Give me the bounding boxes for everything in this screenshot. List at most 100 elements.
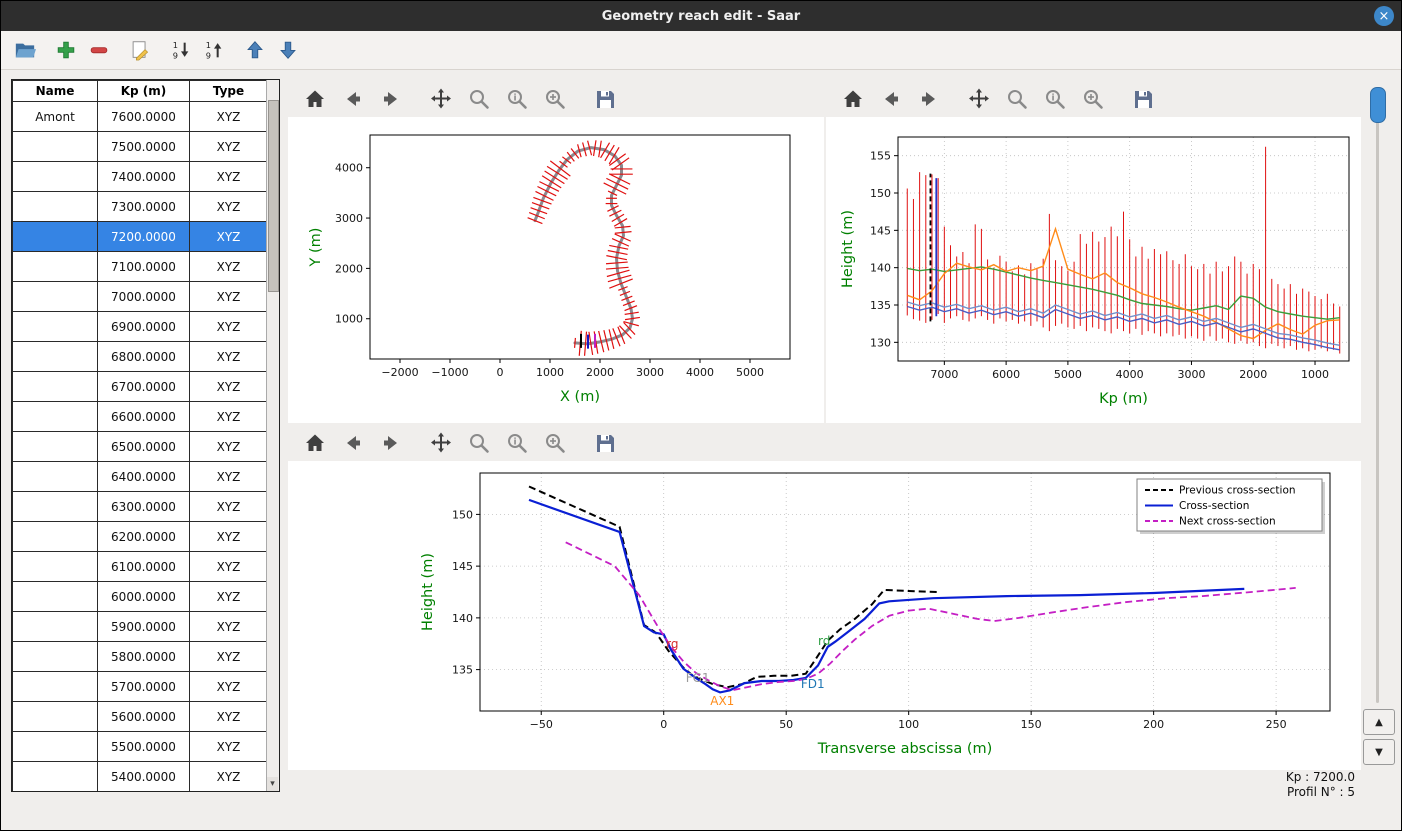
- pan-icon[interactable]: [966, 86, 992, 112]
- remove-icon[interactable]: [87, 38, 111, 62]
- cell-type: XYZ: [189, 371, 268, 402]
- table-row[interactable]: 7200.0000 XYZ: [12, 221, 268, 252]
- forward-icon[interactable]: [378, 430, 404, 456]
- profile-slider-handle[interactable]: [1370, 87, 1386, 123]
- zoom-info-icon[interactable]: i: [504, 430, 530, 456]
- longitudinal-profile-panel: i 7000 6000 5000 4000 3000 2000 1000 130 135 140 1…: [826, 81, 1361, 423]
- pan-icon[interactable]: [428, 86, 454, 112]
- cell-name: [12, 581, 98, 612]
- svg-text:150: 150: [452, 508, 473, 521]
- svg-text:3000: 3000: [636, 366, 664, 379]
- pan-icon[interactable]: [428, 430, 454, 456]
- table-row[interactable]: 6600.0000 XYZ: [12, 401, 268, 432]
- svg-text:100: 100: [898, 718, 919, 731]
- cell-kp: 6100.0000: [97, 551, 190, 582]
- cell-kp: 5400.0000: [97, 761, 190, 791]
- back-icon[interactable]: [878, 86, 904, 112]
- zoom-icon[interactable]: [1004, 86, 1030, 112]
- cell-kp: 7100.0000: [97, 251, 190, 282]
- cell-name: [12, 431, 98, 462]
- move-down-icon[interactable]: [276, 38, 300, 62]
- table-row[interactable]: 5500.0000 XYZ: [12, 731, 268, 762]
- back-icon[interactable]: [340, 86, 366, 112]
- home-icon[interactable]: [302, 430, 328, 456]
- forward-icon[interactable]: [378, 86, 404, 112]
- title-bar[interactable]: Geometry reach edit - Saar ×: [1, 1, 1401, 31]
- cell-kp: 7000.0000: [97, 281, 190, 312]
- edit-icon[interactable]: [128, 38, 152, 62]
- table-row[interactable]: 6700.0000 XYZ: [12, 371, 268, 402]
- next-profile-button[interactable]: ▼: [1363, 739, 1395, 765]
- profile-slider-track[interactable]: [1376, 93, 1379, 703]
- table-scroll-down-arrow[interactable]: ▾: [267, 777, 278, 791]
- cell-type: XYZ: [189, 611, 268, 642]
- cell-type: XYZ: [189, 641, 268, 672]
- move-up-icon[interactable]: [243, 38, 267, 62]
- table-row[interactable]: 5700.0000 XYZ: [12, 671, 268, 702]
- table-row[interactable]: 6900.0000 XYZ: [12, 311, 268, 342]
- table-row[interactable]: 5400.0000 XYZ: [12, 761, 268, 791]
- longitudinal-profile-plot[interactable]: 7000 6000 5000 4000 3000 2000 1000 130 135 140 145…: [826, 117, 1361, 423]
- table-row[interactable]: 7500.0000 XYZ: [12, 131, 268, 162]
- svg-text:5000: 5000: [1054, 368, 1082, 381]
- table-row[interactable]: 7000.0000 XYZ: [12, 281, 268, 312]
- previous-profile-button[interactable]: ▲: [1363, 709, 1395, 735]
- table-row[interactable]: 5800.0000 XYZ: [12, 641, 268, 672]
- cell-type: XYZ: [189, 731, 268, 762]
- zoom-info-icon[interactable]: i: [1042, 86, 1068, 112]
- cell-kp: 6900.0000: [97, 311, 190, 342]
- cell-name: [12, 521, 98, 552]
- zoom-info-icon[interactable]: i: [504, 86, 530, 112]
- table-row[interactable]: 6000.0000 XYZ: [12, 581, 268, 612]
- cell-type: XYZ: [189, 761, 268, 791]
- zoom-icon[interactable]: [466, 86, 492, 112]
- cell-type: XYZ: [189, 671, 268, 702]
- svg-text:1: 1: [206, 40, 211, 50]
- table-row[interactable]: Amont 7600.0000 XYZ: [12, 101, 268, 132]
- table-row[interactable]: 6200.0000 XYZ: [12, 521, 268, 552]
- forward-icon[interactable]: [916, 86, 942, 112]
- svg-text:9: 9: [173, 50, 178, 60]
- table-row[interactable]: 7300.0000 XYZ: [12, 191, 268, 222]
- svg-text:7000: 7000: [930, 368, 958, 381]
- zoom-rect-icon[interactable]: [542, 86, 568, 112]
- svg-text:150: 150: [870, 187, 891, 200]
- table-row[interactable]: 5900.0000 XYZ: [12, 611, 268, 642]
- status-kp: Kp : 7200.0: [1285, 770, 1355, 784]
- table-row[interactable]: 6800.0000 XYZ: [12, 341, 268, 372]
- home-icon[interactable]: [840, 86, 866, 112]
- table-scrollbar[interactable]: ▾: [266, 80, 279, 791]
- save-icon[interactable]: [592, 86, 618, 112]
- cell-type: XYZ: [189, 131, 268, 162]
- back-icon[interactable]: [340, 430, 366, 456]
- table-row[interactable]: 7100.0000 XYZ: [12, 251, 268, 282]
- cell-kp: 6300.0000: [97, 491, 190, 522]
- table-scrollbar-thumb[interactable]: [268, 100, 279, 292]
- table-row[interactable]: 6400.0000 XYZ: [12, 461, 268, 492]
- cross-section-plot[interactable]: −50 0 50 100 150 200 250 135 140 145 150 Transverse…: [288, 461, 1361, 770]
- cell-type: XYZ: [189, 101, 268, 132]
- cell-type: XYZ: [189, 251, 268, 282]
- close-button[interactable]: ×: [1374, 6, 1394, 26]
- zoom-rect-icon[interactable]: [1080, 86, 1106, 112]
- save-icon[interactable]: [1130, 86, 1156, 112]
- cell-name: [12, 191, 98, 222]
- table-row[interactable]: 6500.0000 XYZ: [12, 431, 268, 462]
- table-row[interactable]: 6300.0000 XYZ: [12, 491, 268, 522]
- save-icon[interactable]: [592, 430, 618, 456]
- add-icon[interactable]: [54, 38, 78, 62]
- table-row[interactable]: 5600.0000 XYZ: [12, 701, 268, 732]
- zoom-rect-icon[interactable]: [542, 430, 568, 456]
- blue-line-1: [907, 301, 1340, 346]
- home-icon[interactable]: [302, 86, 328, 112]
- zoom-icon[interactable]: [466, 430, 492, 456]
- table-row[interactable]: 6100.0000 XYZ: [12, 551, 268, 582]
- plan-view-plot[interactable]: −2000 −1000 0 1000 2000 3000 4000 5000 1000 2000 3…: [288, 117, 824, 423]
- open-folder-icon[interactable]: [13, 38, 37, 62]
- table-row[interactable]: 7400.0000 XYZ: [12, 161, 268, 192]
- svg-text:4000: 4000: [335, 162, 363, 175]
- cell-kp: 6400.0000: [97, 461, 190, 492]
